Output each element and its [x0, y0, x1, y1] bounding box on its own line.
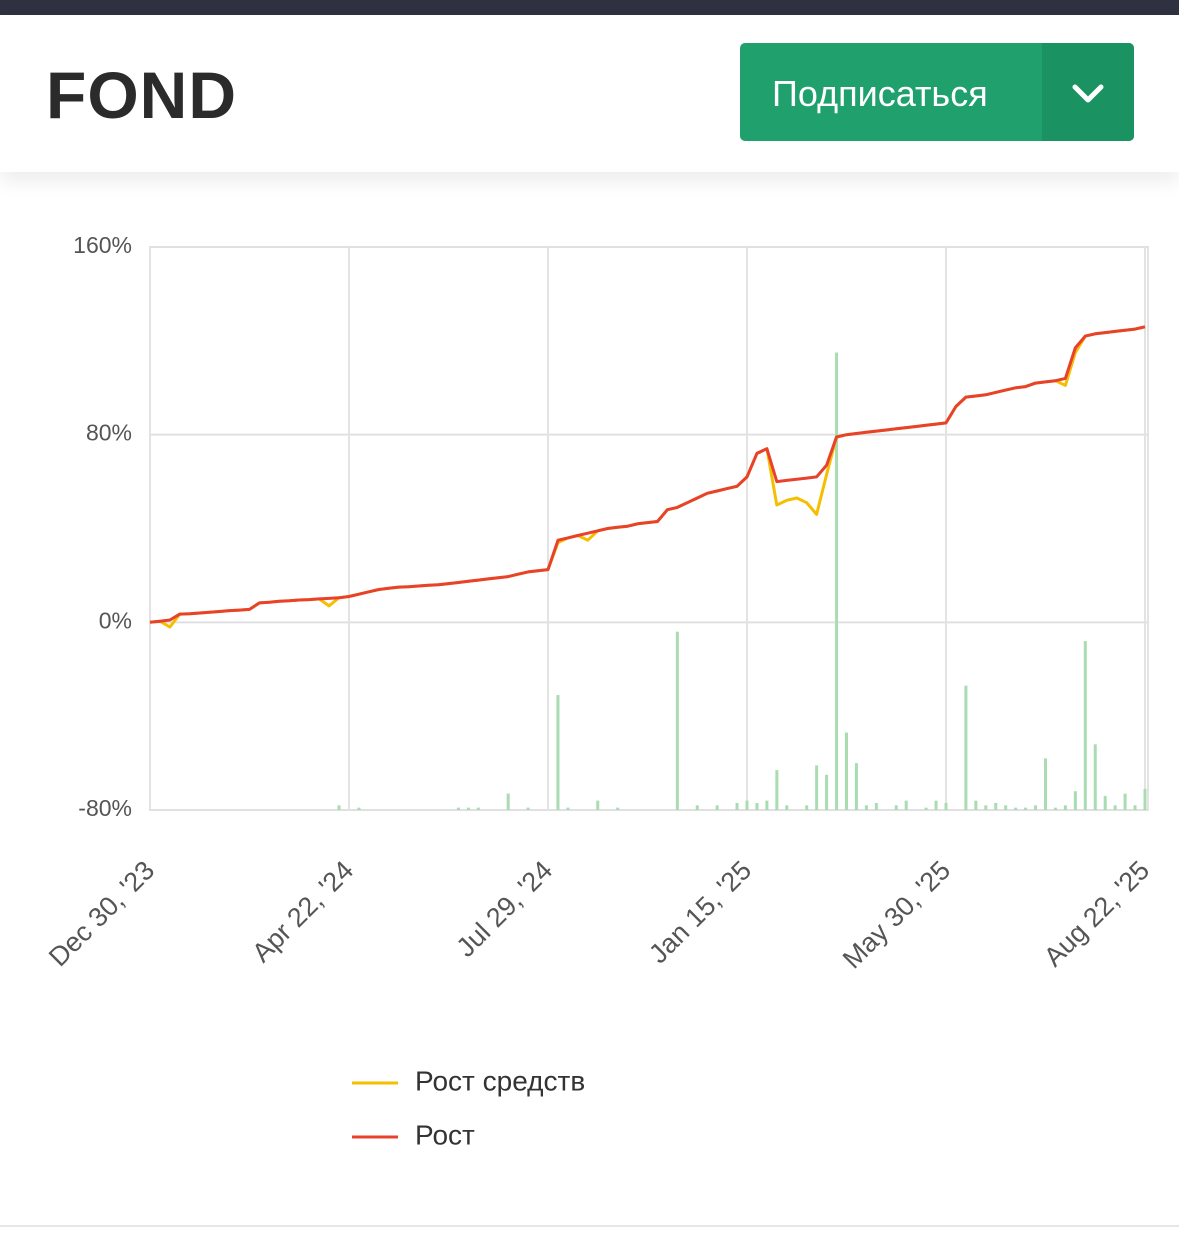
volume-bar	[874, 802, 878, 810]
volume-bar	[934, 800, 938, 810]
series-line	[149, 325, 1146, 629]
subscribe-button[interactable]: Подписаться	[740, 43, 1134, 141]
x-tick-label: Jul 29, '24	[451, 855, 559, 963]
volume-bar	[476, 807, 480, 810]
volume-bar	[526, 807, 530, 810]
volume-bar	[337, 805, 341, 810]
y-tick-label: 0%	[99, 607, 132, 633]
volume-bar	[994, 802, 998, 810]
volume-bar	[775, 770, 779, 810]
volume-bar	[466, 807, 470, 810]
volume-bar	[765, 800, 769, 810]
volume-bar	[815, 765, 819, 810]
volume-bar	[854, 763, 858, 810]
volume-bar	[1143, 788, 1147, 810]
legend-label: Рост	[415, 1119, 475, 1150]
volume-bar	[695, 805, 699, 810]
separator	[0, 1225, 1179, 1227]
volume-bar	[1014, 807, 1018, 810]
volume-bar	[864, 805, 868, 810]
volume-bar	[825, 774, 829, 810]
x-tick-label: Apr 22, '24	[246, 855, 359, 968]
volume-bar	[596, 800, 600, 810]
legend-label: Рост средств	[415, 1065, 585, 1096]
volume-bar	[1093, 744, 1097, 810]
y-tick-label: -80%	[78, 795, 132, 821]
x-tick-label: May 30, '25	[837, 855, 956, 974]
volume-bar	[894, 805, 898, 810]
volume-bar	[785, 805, 789, 810]
fund-title: FOND	[46, 58, 237, 132]
plot-area	[149, 246, 1149, 811]
volume-bar	[357, 807, 361, 810]
volume-bar	[924, 807, 928, 810]
status-bar	[0, 0, 1179, 15]
volume-bar	[1083, 641, 1087, 810]
volume-bar	[715, 805, 719, 810]
volume-bar	[805, 805, 809, 810]
volume-bar	[904, 800, 908, 810]
volume-bar	[835, 352, 839, 810]
dropdown-toggle[interactable]	[1042, 43, 1134, 141]
x-tick-label: Dec 30, '23	[43, 855, 160, 972]
volume-bar	[1024, 807, 1028, 810]
volume-bar	[845, 732, 848, 810]
y-tick-label: 80%	[86, 420, 132, 446]
chart: -80% 0% 80% 160% Dec 30, '23 Apr 22, '24 Jul 2…	[43, 232, 1155, 1150]
volume-bar	[456, 807, 460, 810]
volume-bar	[1034, 805, 1038, 810]
volume-bar	[1044, 758, 1047, 810]
volume-bar	[735, 802, 739, 810]
volume-bar	[755, 802, 759, 810]
volume-bar	[1113, 805, 1117, 810]
volume-bar	[745, 800, 749, 810]
volume-bar	[675, 631, 679, 810]
volume-bar	[944, 802, 948, 810]
chevron	[1072, 84, 1104, 103]
series-line	[149, 325, 1146, 624]
volume-bar	[556, 695, 560, 810]
volume-bar	[1103, 795, 1107, 810]
y-tick-label: 160%	[73, 232, 132, 258]
volume-bar	[616, 807, 620, 810]
button-label: Подписаться	[772, 73, 988, 114]
volume-bar	[1004, 805, 1008, 810]
volume-bar	[984, 805, 988, 810]
x-tick-label: Aug 22, '25	[1038, 855, 1155, 972]
volume-bar	[1123, 793, 1127, 810]
volume-bar	[1073, 791, 1077, 810]
header: FOND Подписаться	[0, 15, 1179, 172]
volume-bar	[1053, 807, 1057, 810]
volume-bar	[1063, 805, 1067, 810]
volume-bar	[1133, 805, 1137, 810]
volume-bar	[566, 807, 570, 810]
volume-bar	[506, 793, 510, 810]
volume-bar	[964, 685, 968, 810]
x-tick-label: Jan 15, '25	[643, 855, 757, 969]
volume-bar	[974, 800, 978, 810]
